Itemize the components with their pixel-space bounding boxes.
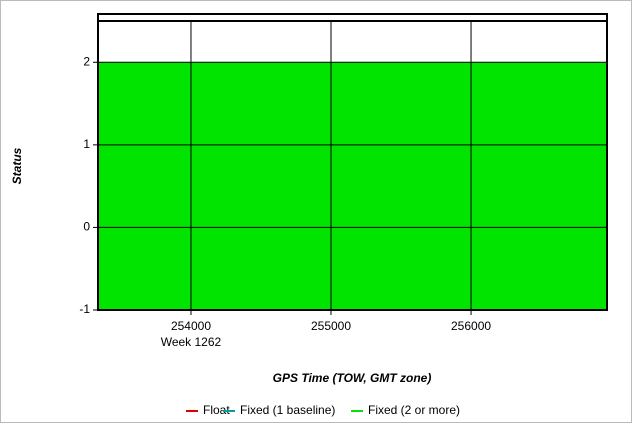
- x-tick-label: 255000: [311, 319, 351, 333]
- x-annotation: Week 1262: [161, 335, 222, 349]
- legend-label: Fixed (2 or more): [368, 403, 460, 417]
- y-tick-label: 1: [83, 137, 90, 151]
- y-tick-label: 0: [83, 220, 90, 234]
- legend-label: Float: [203, 403, 230, 417]
- area: [98, 62, 607, 311]
- legend-label: Fixed (1 baseline): [240, 403, 335, 417]
- y-tick-label: -1: [79, 302, 90, 316]
- x-axis-label: GPS Time (TOW, GMT zone): [273, 371, 432, 385]
- y-tick-label: 2: [83, 54, 90, 68]
- plot-border: [97, 13, 608, 311]
- x-tick-label: 254000: [171, 319, 211, 333]
- x-tick-label: 256000: [451, 319, 491, 333]
- y-axis-label: Status: [10, 147, 24, 184]
